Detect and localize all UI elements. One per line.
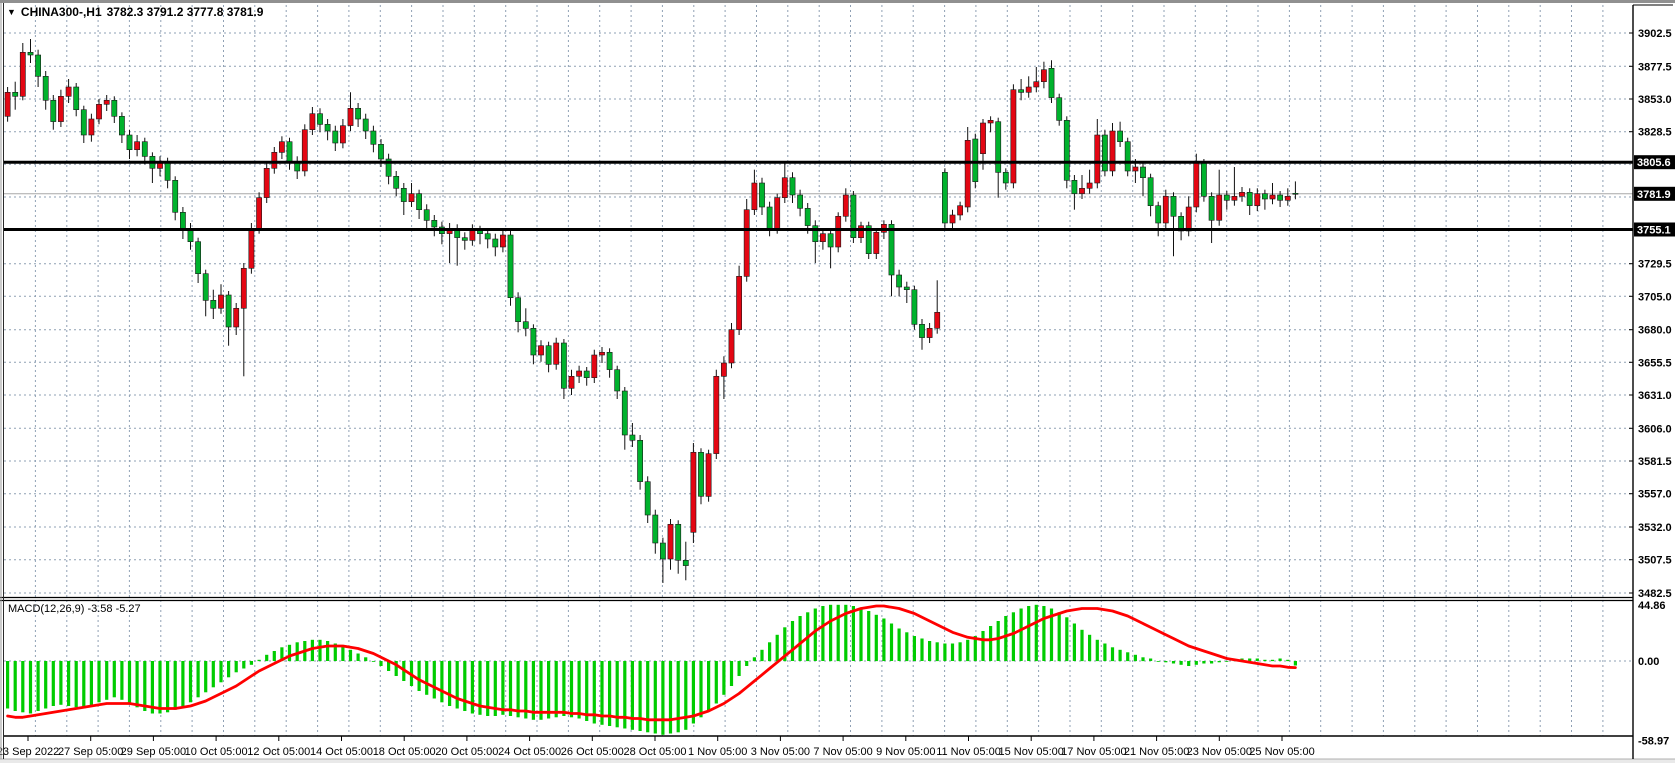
svg-text:1 Nov 05:00: 1 Nov 05:00 bbox=[688, 746, 747, 758]
svg-text:3781.9: 3781.9 bbox=[1637, 189, 1671, 201]
svg-text:3631.0: 3631.0 bbox=[1638, 390, 1672, 402]
svg-text:3482.5: 3482.5 bbox=[1638, 588, 1672, 600]
last-price-tag: 3781.9 bbox=[1634, 186, 1675, 201]
svg-text:23 Nov 05:00: 23 Nov 05:00 bbox=[1187, 746, 1252, 758]
svg-text:28 Oct 05:00: 28 Oct 05:00 bbox=[624, 746, 687, 758]
support-line-tag: 3755.1 bbox=[1634, 222, 1675, 237]
svg-text:3507.5: 3507.5 bbox=[1638, 555, 1672, 567]
symbol-timeframe-label: CHINA300-,H1 bbox=[20, 5, 102, 19]
chart-title-bar: ▼ CHINA300-,H1 3782.3 3791.2 3777.8 3781… bbox=[7, 5, 263, 19]
svg-text:15 Nov 05:00: 15 Nov 05:00 bbox=[998, 746, 1063, 758]
svg-text:7 Nov 05:00: 7 Nov 05:00 bbox=[813, 746, 872, 758]
svg-text:3877.5: 3877.5 bbox=[1638, 61, 1672, 73]
level-lines[interactable] bbox=[4, 160, 1633, 231]
svg-text:10 Oct 05:00: 10 Oct 05:00 bbox=[185, 746, 248, 758]
panel-separator[interactable] bbox=[0, 596, 1633, 602]
svg-text:3606.0: 3606.0 bbox=[1638, 423, 1672, 435]
svg-text:3581.5: 3581.5 bbox=[1638, 456, 1672, 468]
svg-text:3 Nov 05:00: 3 Nov 05:00 bbox=[751, 746, 810, 758]
macd-signal-line bbox=[6, 604, 1297, 722]
svg-text:25 Nov 05:00: 25 Nov 05:00 bbox=[1249, 746, 1314, 758]
resistance-line-tag: 3805.6 bbox=[1634, 155, 1675, 170]
svg-text:-58.97: -58.97 bbox=[1638, 736, 1669, 748]
svg-text:3902.5: 3902.5 bbox=[1638, 28, 1672, 40]
svg-text:26 Oct 05:00: 26 Oct 05:00 bbox=[561, 746, 624, 758]
svg-text:3532.0: 3532.0 bbox=[1638, 522, 1672, 534]
svg-text:3680.0: 3680.0 bbox=[1638, 325, 1672, 337]
window-bottom-edge bbox=[0, 759, 1675, 763]
svg-text:24 Oct 05:00: 24 Oct 05:00 bbox=[498, 746, 561, 758]
macd-indicator-label: MACD(12,26,9) -3.58 -5.27 bbox=[8, 603, 141, 615]
symbol-dropdown-icon[interactable]: ▼ bbox=[7, 6, 16, 17]
svg-text:3755.1: 3755.1 bbox=[1637, 225, 1671, 237]
svg-text:20 Oct 05:00: 20 Oct 05:00 bbox=[435, 746, 498, 758]
svg-text:18 Oct 05:00: 18 Oct 05:00 bbox=[373, 746, 436, 758]
svg-text:3705.0: 3705.0 bbox=[1638, 291, 1672, 303]
svg-text:0.00: 0.00 bbox=[1638, 656, 1659, 668]
price-axis[interactable]: 3902.5 3877.5 3853.0 3828.5 3729.5 3705.0 3680… bbox=[1629, 4, 1675, 759]
svg-text:29 Sep 05:00: 29 Sep 05:00 bbox=[121, 746, 186, 758]
macd-histogram bbox=[6, 604, 1297, 735]
svg-text:11 Nov 05:00: 11 Nov 05:00 bbox=[936, 746, 1001, 758]
title-ohlc-values: 3782.3 3791.2 3777.8 3781.9 bbox=[106, 5, 264, 19]
candlestick-layer bbox=[4, 39, 1299, 583]
window-top-edge bbox=[0, 0, 1675, 3]
svg-text:3557.0: 3557.0 bbox=[1638, 489, 1672, 501]
svg-text:9 Nov 05:00: 9 Nov 05:00 bbox=[876, 746, 935, 758]
svg-text:3853.0: 3853.0 bbox=[1638, 94, 1672, 106]
svg-text:17 Nov 05:00: 17 Nov 05:00 bbox=[1061, 746, 1126, 758]
svg-text:3655.5: 3655.5 bbox=[1638, 357, 1672, 369]
svg-text:3729.5: 3729.5 bbox=[1638, 259, 1672, 271]
svg-text:21 Nov 05:00: 21 Nov 05:00 bbox=[1124, 746, 1189, 758]
svg-text:23 Sep 2022: 23 Sep 2022 bbox=[0, 746, 59, 758]
grid-layer bbox=[4, 5, 1633, 736]
svg-text:14 Oct 05:00: 14 Oct 05:00 bbox=[310, 746, 373, 758]
svg-text:44.86: 44.86 bbox=[1638, 600, 1666, 612]
svg-text:3828.5: 3828.5 bbox=[1638, 127, 1672, 139]
svg-text:3805.6: 3805.6 bbox=[1637, 157, 1671, 169]
svg-text:12 Oct 05:00: 12 Oct 05:00 bbox=[247, 746, 310, 758]
svg-text:27 Sep 05:00: 27 Sep 05:00 bbox=[58, 746, 123, 758]
